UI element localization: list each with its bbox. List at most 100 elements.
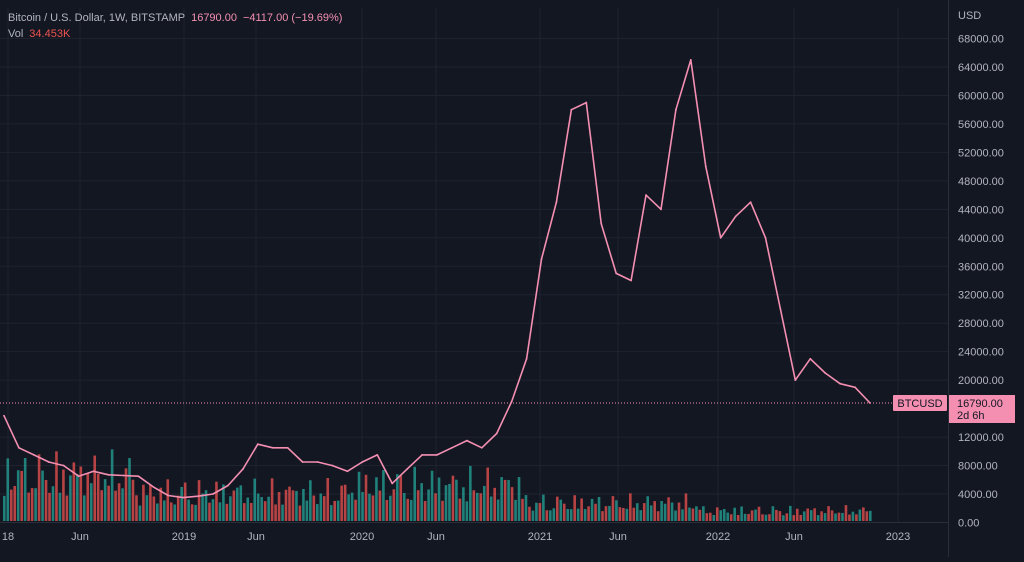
volume-bar	[260, 497, 263, 521]
volume-bar	[218, 502, 222, 521]
volume-bar	[329, 505, 333, 521]
volume-bar	[642, 503, 646, 521]
volume-bar	[6, 458, 10, 521]
volume-bar	[333, 500, 337, 521]
volume-bar	[782, 515, 785, 521]
volume-bar	[653, 501, 656, 521]
volume-bar	[764, 514, 768, 521]
volume-bar	[510, 487, 514, 521]
volume-bar	[176, 495, 180, 521]
volume-bar	[159, 487, 163, 521]
volume-bar	[507, 480, 510, 521]
volume-bar	[166, 479, 170, 521]
volume-bar	[89, 483, 93, 521]
volume-bar	[757, 506, 761, 521]
price-tick-label: 60000.00	[958, 90, 1004, 102]
time-tick-label: 2021	[528, 531, 552, 543]
price-point	[794, 379, 797, 382]
price-point	[152, 486, 155, 488]
volume-bar	[736, 514, 740, 521]
volume-bar	[16, 470, 20, 521]
time-tick-label: 18	[2, 531, 14, 543]
volume-bar	[249, 502, 253, 521]
price-point	[241, 468, 244, 471]
price-point	[854, 386, 856, 389]
volume-bar	[427, 489, 430, 521]
volume-bar	[549, 510, 552, 521]
volume-bar	[44, 479, 48, 521]
volume-bar	[761, 514, 764, 521]
volume-bar	[270, 478, 274, 521]
price-point	[719, 236, 722, 239]
volume-bar	[496, 499, 500, 521]
volume-bar	[590, 498, 594, 521]
volume-bar	[493, 487, 496, 521]
volume-bar	[869, 510, 872, 521]
volume-bar	[253, 478, 257, 521]
volume-label[interactable]: Vol	[8, 28, 24, 40]
legend-row-price: Bitcoin / U.S. Dollar, 1W, BITSTAMP 16790…	[8, 10, 342, 26]
volume-bar	[117, 483, 121, 521]
price-point	[18, 446, 20, 449]
price-point	[167, 494, 170, 497]
volume-bar	[535, 502, 538, 521]
volume-bar	[406, 498, 410, 521]
price-point	[704, 165, 707, 168]
volume-bar	[559, 499, 563, 521]
volume-bar	[635, 503, 639, 521]
volume-bar	[208, 502, 211, 521]
time-tick-label: Jun	[427, 531, 445, 543]
volume-bar	[291, 490, 295, 521]
price-point	[645, 194, 647, 196]
volume-bar	[430, 470, 434, 521]
volume-bar	[9, 489, 13, 521]
symbol-label[interactable]: Bitcoin / U.S. Dollar, 1W, BITSTAMP	[8, 12, 186, 24]
volume-bar	[79, 466, 83, 521]
volume-bar	[528, 506, 531, 521]
price-badge	[949, 394, 1015, 423]
price-tick-label: 40000.00	[958, 233, 1004, 245]
volume-bar	[562, 503, 566, 521]
price-tick-label: 12000.00	[958, 432, 1004, 444]
price-point	[436, 453, 438, 456]
price-change: −4117.00 (−19.69%)	[242, 12, 343, 24]
price-point	[376, 453, 379, 456]
price-point	[674, 108, 677, 111]
volume-bar	[674, 510, 677, 521]
volume-bar	[242, 503, 246, 521]
volume-bar	[622, 507, 625, 521]
volume-bar	[385, 499, 389, 521]
volume-bar	[34, 488, 37, 521]
time-tick-label: Jun	[785, 531, 803, 543]
volume-bar	[837, 512, 841, 521]
volume-bar	[799, 514, 803, 521]
volume-bar	[604, 506, 608, 521]
price-tick-label: 36000.00	[958, 261, 1004, 273]
volume-bar	[312, 495, 316, 521]
volume-bar	[663, 503, 667, 521]
price-point	[779, 308, 782, 310]
volume-bar	[691, 508, 695, 521]
volume-bar	[361, 492, 364, 521]
price-tick-label: 44000.00	[958, 204, 1004, 216]
time-tick-label: 2019	[172, 531, 196, 543]
volume-bar	[479, 493, 483, 521]
volume-bar	[820, 511, 823, 521]
volume-bar	[86, 473, 90, 521]
volume-bar	[128, 458, 131, 521]
price-point	[764, 236, 767, 239]
volume-bar	[295, 490, 298, 521]
volume-bar	[489, 496, 493, 521]
volume-bar	[204, 490, 208, 521]
volume-bar	[813, 508, 816, 521]
volume-bar	[580, 498, 583, 521]
price-point	[47, 461, 50, 463]
volume-bar	[142, 484, 145, 521]
volume-bar	[51, 486, 55, 521]
volume-bar	[684, 493, 688, 521]
volume-bar	[789, 505, 792, 521]
volume-bar	[785, 513, 789, 521]
volume-bar	[639, 510, 643, 521]
